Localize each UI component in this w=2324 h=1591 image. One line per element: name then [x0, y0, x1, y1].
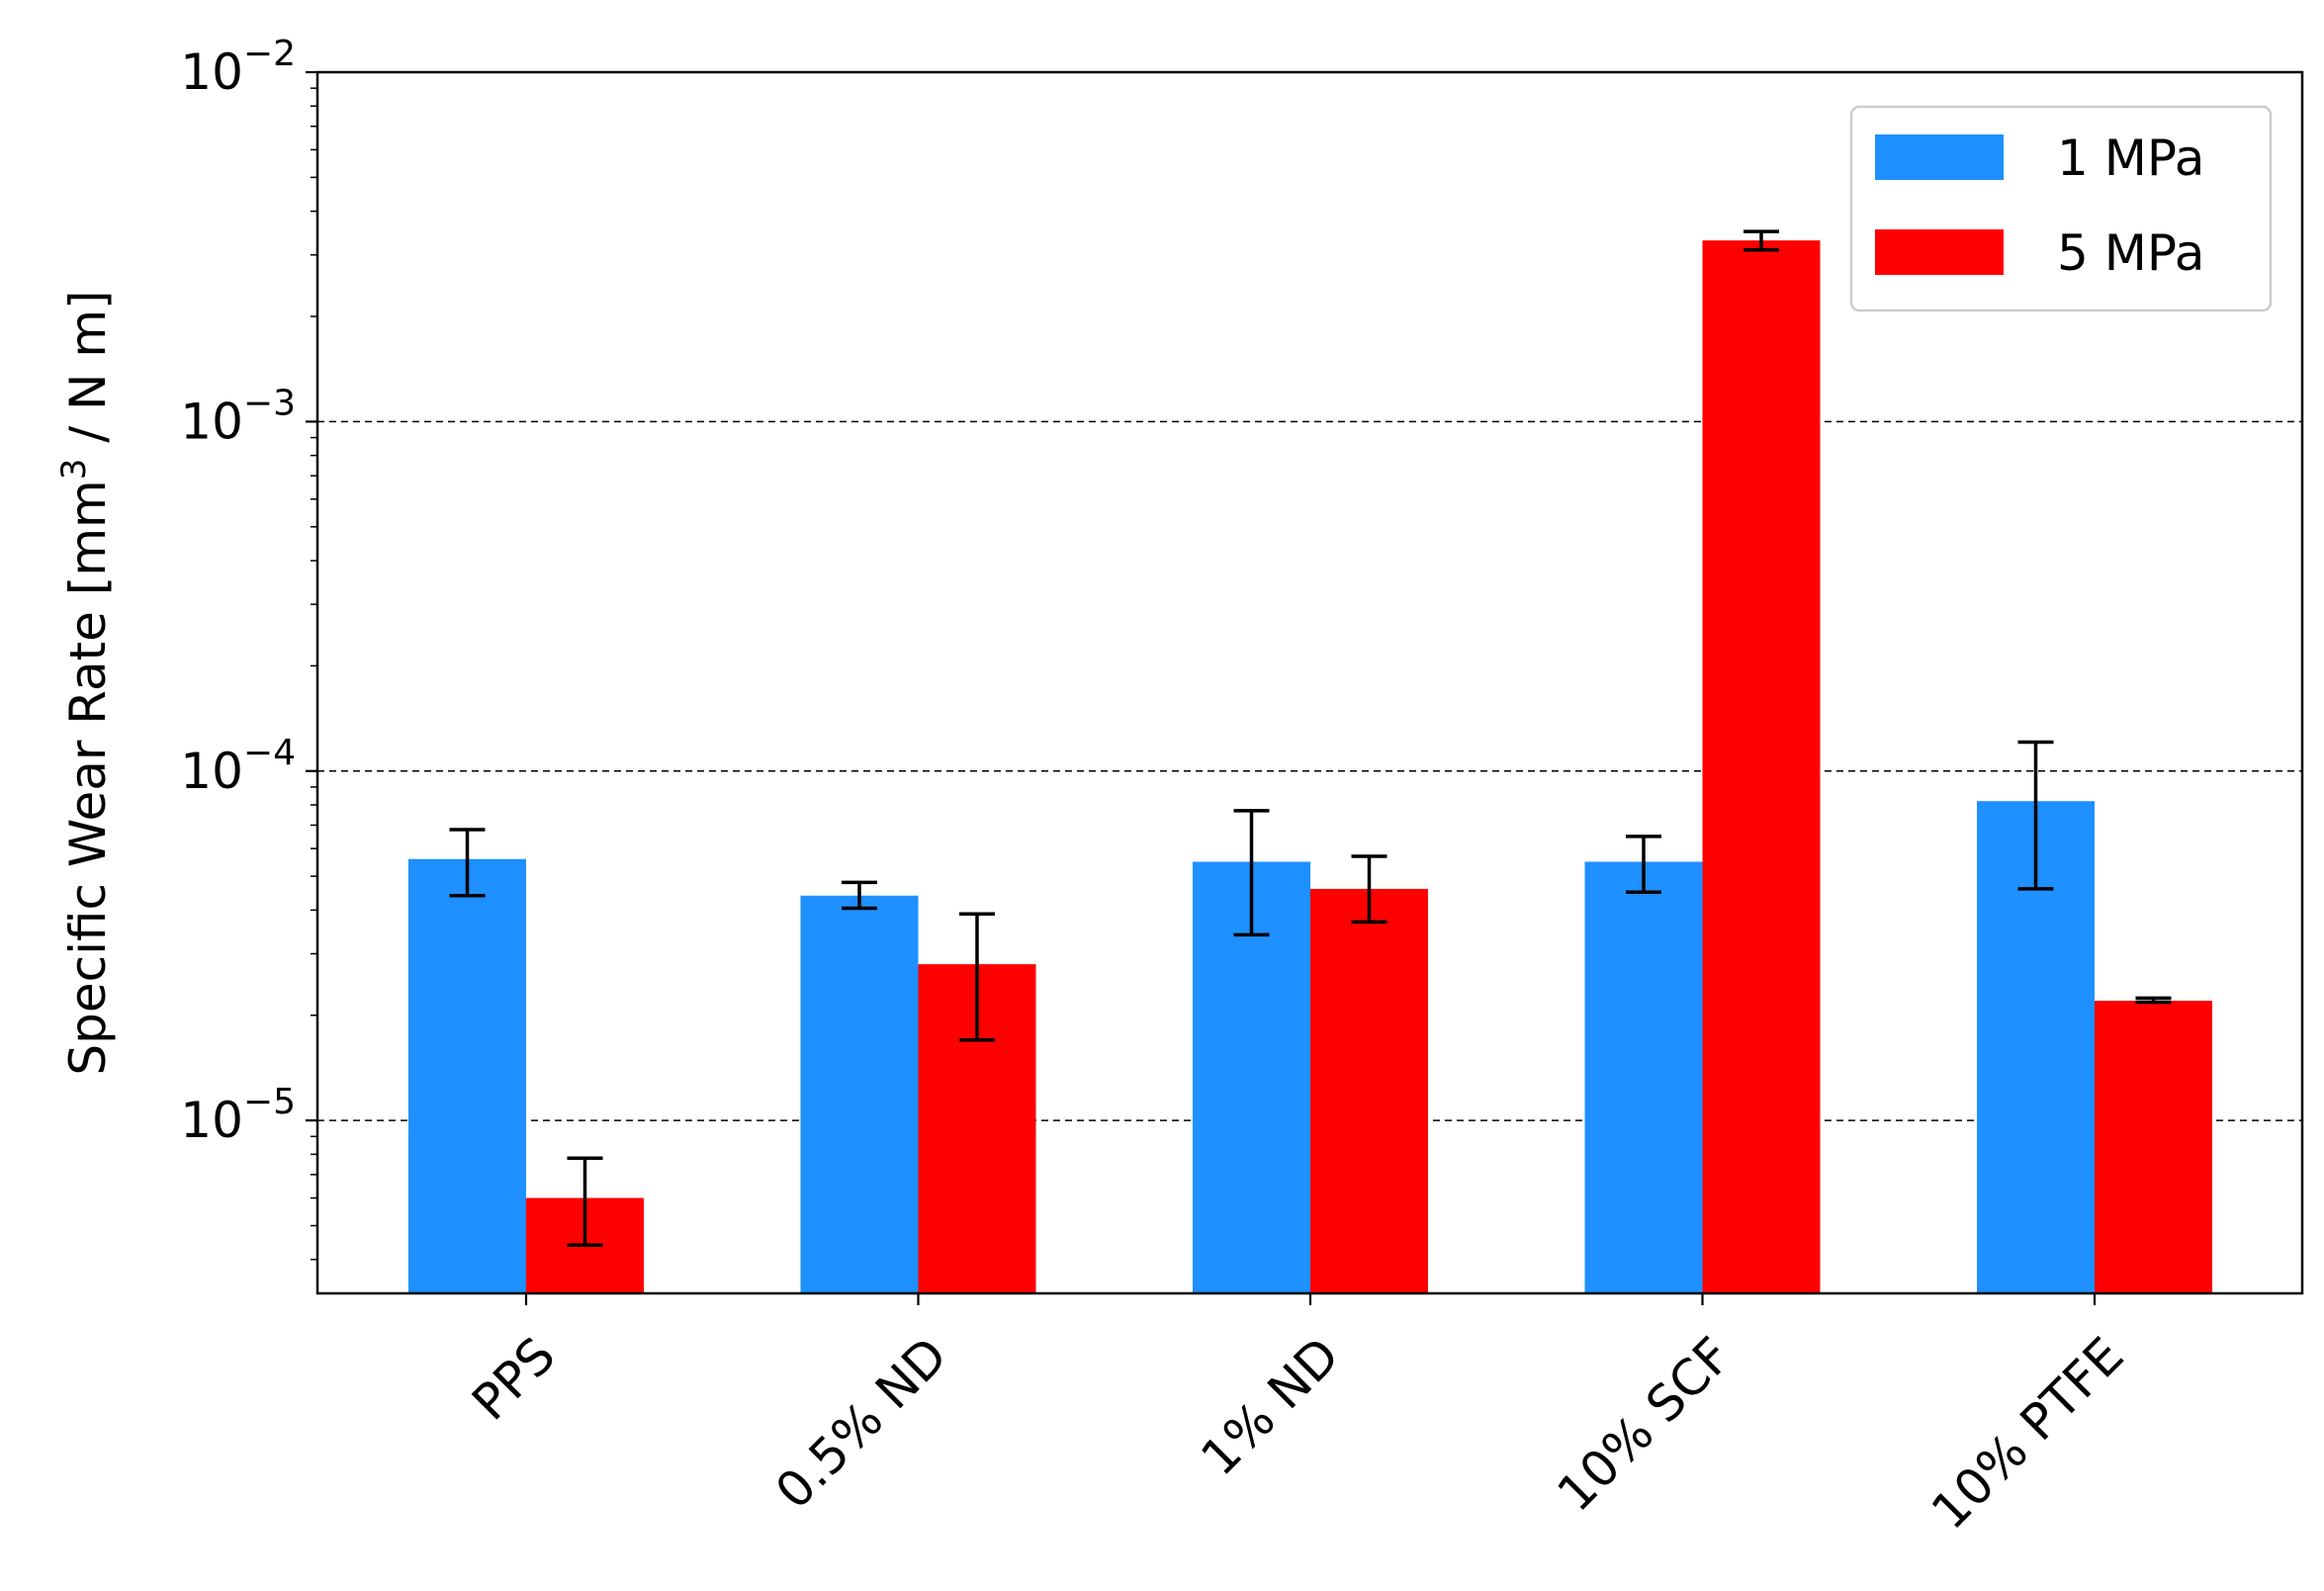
bar-pps-1-mpa	[408, 858, 526, 1293]
y-tick-label: 10−4	[180, 733, 296, 800]
y-tick-label: 10−3	[180, 383, 296, 450]
bars	[408, 240, 2212, 1294]
y-axis-label-superscript: 3	[54, 459, 94, 481]
y-axis-label-main: Specific Wear Rate [mm	[59, 480, 117, 1075]
legend-label-5mpa: 5 MPa	[2057, 224, 2204, 282]
x-tick-label-0-5-nd: 0.5% ND	[764, 1326, 958, 1520]
y-tick-label: 10−2	[180, 34, 296, 101]
y-axis-label-unit: / N m]	[59, 290, 117, 458]
x-tick-label-10-ptfe: 10% PTFE	[1921, 1326, 2134, 1540]
legend-label-1mpa: 1 MPa	[2057, 130, 2204, 187]
x-tick-label-10-scf: 10% SCF	[1547, 1326, 1743, 1522]
bar-10-ptfe-5-mpa	[2095, 1001, 2212, 1293]
x-axis-ticks: PPS 0.5% ND 1% ND 10% SCF 10% PTFE	[461, 1293, 2135, 1541]
bar-10-scf-1-mpa	[1584, 861, 1703, 1293]
x-tick-label-1-nd: 1% ND	[1190, 1326, 1350, 1486]
grid-lines	[317, 420, 2302, 1121]
legend-swatch-5mpa	[1875, 229, 2004, 275]
legend-swatch-1mpa	[1875, 134, 2004, 180]
y-tick-label: 10−5	[180, 1082, 296, 1149]
y-axis-ticks: 10−5 10−4 10−3 10−2	[180, 34, 317, 1261]
legend: 1 MPa 5 MPa	[1849, 105, 2273, 312]
x-tick-label-pps: PPS	[461, 1326, 566, 1431]
y-axis-label: Specific Wear Rate [mm3 / N m]	[54, 290, 117, 1075]
error-bars	[449, 229, 2172, 1247]
bar-0-5-nd-1-mpa	[800, 895, 919, 1293]
bar-10-scf-5-mpa	[1702, 240, 1821, 1294]
bar-1-nd-5-mpa	[1310, 888, 1428, 1293]
